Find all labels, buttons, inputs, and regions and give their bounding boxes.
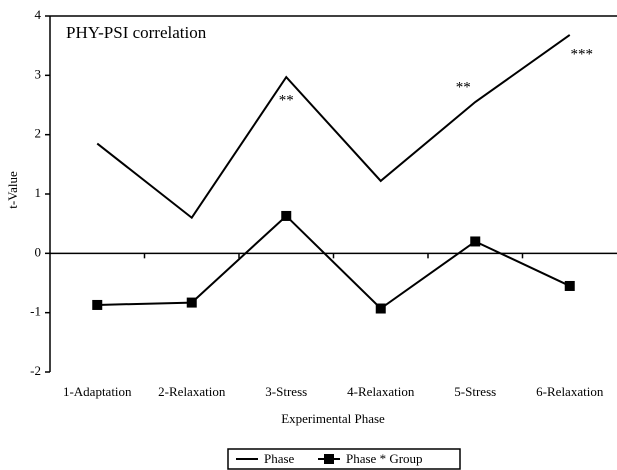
marker: [186, 297, 197, 308]
y-tick-label: 2: [35, 126, 42, 141]
marker: [564, 280, 575, 291]
marker: [92, 299, 103, 310]
x-axis-label: Experimental Phase: [281, 411, 385, 426]
legend-marker: [324, 454, 334, 464]
x-tick-label: 6-Relaxation: [536, 384, 604, 399]
x-tick-label: 1-Adaptation: [63, 384, 132, 399]
x-tick-label: 2-Relaxation: [158, 384, 226, 399]
chart-title: PHY-PSI correlation: [66, 23, 207, 42]
y-tick-label: 0: [35, 244, 42, 259]
series-line: [96, 34, 571, 220]
legend-box: [227, 448, 461, 470]
y-tick-label: -1: [30, 304, 41, 319]
marker: [375, 303, 386, 314]
legend-label: Phase: [264, 451, 295, 466]
y-axis-label: t-Value: [5, 171, 20, 209]
y-tick-label: 3: [35, 66, 42, 81]
y-tick-label: -2: [30, 363, 41, 378]
annotation: **: [456, 79, 471, 95]
annotation: ***: [571, 46, 594, 62]
legend-label: Phase * Group: [346, 451, 423, 466]
annotation: **: [279, 93, 294, 109]
x-tick-label: 3-Stress: [265, 384, 307, 399]
y-tick-label: 1: [35, 185, 42, 200]
y-tick-label: 4: [35, 7, 42, 22]
x-tick-label: 5-Stress: [454, 384, 496, 399]
marker: [470, 236, 481, 247]
marker: [281, 210, 292, 221]
x-tick-label: 4-Relaxation: [347, 384, 415, 399]
series-line: [97, 214, 571, 310]
